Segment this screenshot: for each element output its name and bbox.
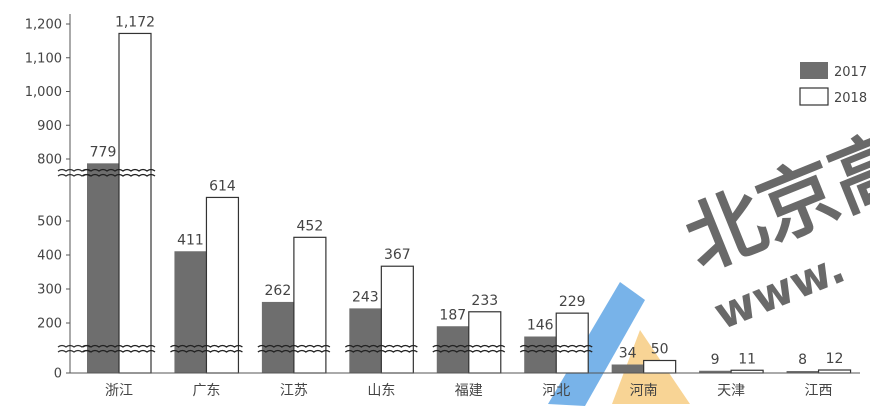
bar-break-mark [344,349,418,353]
data-label-2017: 411 [177,232,204,248]
bar-2017 [349,308,382,373]
bar-2017 [436,326,469,373]
bar-2018 [643,359,677,374]
data-label-2018: 367 [384,247,411,263]
bar-break-mark [432,349,506,353]
y-tick-label: 400 [37,249,62,264]
x-tick-label: 天津 [717,383,745,399]
legend: 2017 2018 [799,62,867,106]
x-tick-label: 福建 [455,383,483,399]
bar-break-mark [82,349,156,353]
y-tick-label: 500 [37,215,62,230]
y-axis: 0 200 300 400 500 800 900 1,000 1,100 1,200 [25,14,71,382]
bar-break-mark [519,349,593,353]
bar-break-mark [82,168,156,172]
y-tick-label: 800 [37,153,62,168]
bar-2017 [524,336,557,373]
data-label-2017: 187 [439,307,466,323]
data-label-2018: 452 [297,218,324,234]
legend-label-2018: 2018 [834,91,867,106]
bar-2018 [293,236,327,374]
bar-2017 [611,364,644,373]
y-tick-label: 300 [37,283,62,298]
legend-swatch-2017 [800,62,828,79]
x-tick-label: 广东 [192,383,220,399]
y-tick-label: 1,100 [25,51,62,66]
y-tick-label: 1,000 [25,85,62,100]
x-tick-label: 山东 [367,383,395,399]
data-label-2017: 146 [527,318,554,334]
data-label-2018: 233 [471,293,498,309]
bar-break-mark [519,344,593,348]
bars [87,32,852,374]
bar-break-mark [257,349,331,353]
bar-break-mark [82,344,156,348]
data-label-2018: 1,172 [115,14,155,30]
legend-label-2017: 2017 [834,65,867,80]
bar-2017 [699,370,732,373]
data-label-2018: 614 [209,178,236,194]
bar-break-mark [82,173,156,177]
x-tick-label: 江苏 [280,383,308,399]
bar-break-mark [257,344,331,348]
bar-2018 [468,311,502,374]
bar-break-mark [170,349,243,353]
bar-break-mark [344,344,418,348]
y-tick-label: 0 [54,367,62,382]
data-label-2017: 34 [619,346,637,362]
data-label-2017: 262 [265,283,292,299]
watermark-stroke-blue [548,282,645,406]
data-label-2017: 8 [798,352,807,368]
x-tick-label: 浙江 [105,383,133,399]
data-label-2018: 11 [738,351,756,367]
bar-break-mark [432,344,506,348]
y-tick-label: 1,200 [25,18,62,33]
bar-2017 [87,163,119,373]
axis-breaks [57,168,593,353]
data-label-2017: 243 [352,289,379,305]
x-tick-label: 河南 [630,383,658,399]
data-label-2017: 779 [90,144,117,160]
bar-2018 [380,265,414,374]
legend-swatch-2018 [799,87,829,106]
data-label-2018: 12 [826,351,844,367]
data-labels: 779 1,172 411 614 262 452 243 367 187 233 146 229 34… [90,14,844,368]
bar-2017 [786,371,819,373]
x-axis: 浙江 广东 江苏 山东 福建 河北 河南 天津 江西 [70,372,860,399]
data-label-2017: 9 [711,352,720,368]
data-label-2018: 50 [651,342,669,358]
x-tick-label: 河北 [542,383,570,399]
x-tick-label: 江西 [805,383,833,399]
bar-2017 [174,251,207,373]
y-tick-label: 900 [37,119,62,134]
bar-2017 [261,301,294,373]
bar-2018 [555,312,589,374]
data-label-2018: 229 [559,294,586,310]
y-tick-label: 200 [37,317,62,332]
bar-2018 [118,32,152,374]
bar-break-mark [170,344,243,348]
